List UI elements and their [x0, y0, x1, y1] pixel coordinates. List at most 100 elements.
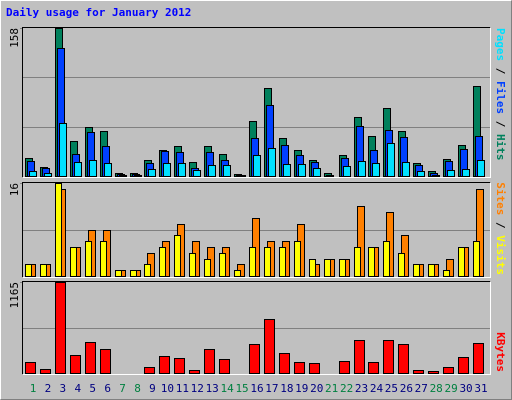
bar: [89, 160, 97, 177]
bar: [208, 165, 216, 177]
bar: [428, 371, 439, 374]
bar: [159, 356, 170, 374]
bar: [313, 168, 321, 177]
bar: [283, 164, 291, 177]
bar: [264, 247, 271, 277]
bar: [279, 247, 286, 277]
bar: [174, 235, 181, 277]
bar: [144, 264, 151, 277]
bar: [223, 165, 231, 177]
legend: KBytes: [494, 332, 507, 372]
bar: [134, 175, 142, 177]
x-tick-label: 22: [340, 382, 353, 395]
bar: [40, 264, 47, 277]
bar: [339, 361, 350, 374]
bar: [309, 259, 316, 277]
bar: [249, 247, 256, 277]
x-tick-label: 6: [104, 382, 111, 395]
panel-border-light: [22, 182, 491, 278]
bar: [204, 349, 215, 374]
bar: [343, 166, 351, 177]
bar: [413, 370, 424, 374]
bar: [268, 148, 276, 177]
bar: [115, 270, 122, 277]
x-tick-label: 14: [221, 382, 235, 395]
x-tick-label: 3: [60, 382, 67, 395]
bar: [473, 343, 484, 374]
bar: [458, 357, 469, 374]
bar: [368, 362, 379, 374]
bar: [402, 162, 410, 177]
legend-separator: /: [494, 215, 507, 235]
bar: [59, 123, 67, 177]
x-tick-label: 11: [176, 382, 189, 395]
bar: [100, 349, 111, 374]
x-tick-label: 17: [265, 382, 278, 395]
bar: [309, 363, 320, 374]
x-tick-label: 10: [161, 382, 174, 395]
x-tick-label: 5: [89, 382, 96, 395]
legend-entry: KBytes: [494, 332, 507, 372]
bar: [253, 155, 261, 177]
x-tick-label: 26: [400, 382, 413, 395]
bar: [174, 358, 185, 374]
bar: [383, 340, 394, 374]
x-tick-label: 29: [445, 382, 458, 395]
legend-entry: Sites: [494, 182, 507, 215]
x-tick-label: 20: [310, 382, 323, 395]
bar: [204, 259, 211, 277]
bar: [477, 160, 485, 177]
bar: [387, 143, 395, 177]
chart-title: Daily usage for January 2012: [6, 6, 191, 19]
bar: [234, 270, 241, 277]
x-tick-label: 28: [430, 382, 443, 395]
bar: [85, 342, 96, 374]
bar: [100, 241, 107, 277]
bar: [29, 171, 37, 177]
bar: [55, 183, 62, 277]
y-tick-label: 16: [8, 183, 21, 196]
legend-entry: Hits: [494, 134, 507, 161]
legend-entry: Pages: [494, 28, 507, 61]
x-tick-label: 19: [295, 382, 308, 395]
x-tick-label: 1: [30, 382, 37, 395]
bar: [443, 367, 454, 374]
legend-entry: Visits: [494, 235, 507, 275]
bar: [279, 353, 290, 374]
x-tick-label: 23: [355, 382, 368, 395]
legend: Sites / Visits: [494, 182, 507, 275]
bar: [398, 344, 409, 374]
bar: [413, 264, 420, 277]
legend-separator: /: [494, 114, 507, 134]
bar: [159, 247, 166, 277]
bar: [148, 169, 156, 177]
bar: [264, 319, 275, 374]
bar: [219, 253, 226, 277]
x-tick-label: 27: [415, 382, 428, 395]
legend: Pages / Files / Hits: [494, 28, 507, 161]
x-tick-label: 21: [325, 382, 338, 395]
panel-border-light: [22, 27, 491, 178]
x-tick-label: 8: [134, 382, 141, 395]
bar: [163, 163, 171, 177]
bar: [324, 259, 331, 277]
bar: [326, 175, 334, 177]
bar: [55, 282, 66, 374]
legend-entry: Files: [494, 81, 507, 114]
panel-border-dark: [22, 281, 491, 375]
x-tick-label: 24: [370, 382, 384, 395]
bar: [294, 241, 301, 277]
bar: [443, 270, 450, 277]
bar: [428, 264, 435, 277]
bar: [25, 264, 32, 277]
legend-separator: /: [494, 61, 507, 81]
panel-border-dark: [22, 27, 491, 178]
bar: [130, 270, 137, 277]
bar: [178, 163, 186, 177]
x-tick-label: 12: [191, 382, 204, 395]
bar: [354, 340, 365, 374]
bar: [119, 175, 127, 177]
